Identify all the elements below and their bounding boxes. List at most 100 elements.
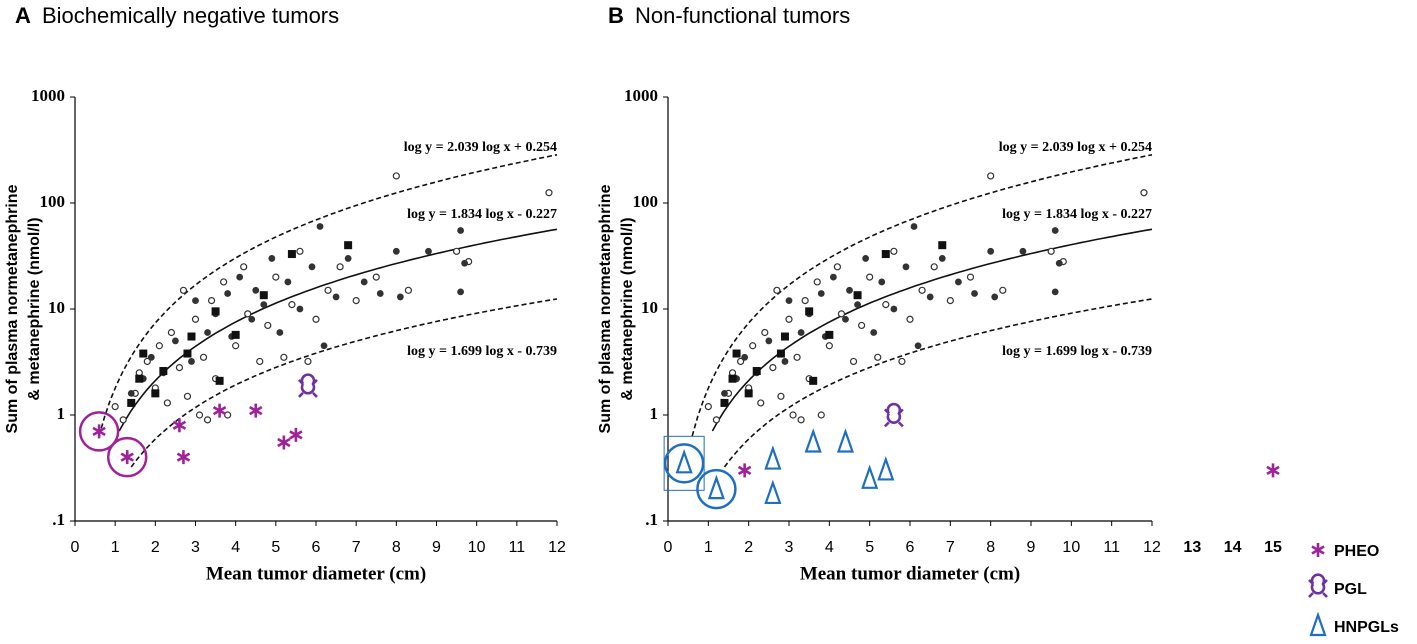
point [240, 263, 248, 271]
legend-label: PGL [1334, 581, 1367, 598]
point [236, 273, 244, 281]
point [805, 307, 814, 316]
point [304, 357, 312, 366]
fit-line [98, 154, 558, 437]
fit-line [130, 298, 558, 468]
point [312, 315, 320, 323]
y-tick-label: 10 [641, 298, 658, 317]
point [167, 328, 175, 337]
fit-line [118, 228, 558, 432]
point [452, 247, 461, 255]
highlight-circle [696, 468, 737, 510]
fit-line [691, 154, 1153, 437]
point [276, 329, 284, 336]
point [749, 342, 757, 350]
point [211, 307, 220, 316]
x-tick-label: 0 [71, 539, 80, 556]
point [870, 329, 878, 336]
point [761, 328, 769, 337]
point [793, 353, 801, 361]
point [720, 398, 729, 407]
point [773, 286, 781, 294]
point [764, 445, 782, 470]
point [1051, 227, 1059, 234]
fit-label: log y = 1.834 log x - 0.227 [407, 207, 557, 222]
legend-marker [1309, 611, 1327, 637]
point [987, 172, 995, 180]
point [175, 364, 184, 372]
point [256, 357, 264, 366]
point [1266, 463, 1280, 478]
point [192, 297, 199, 305]
point [881, 250, 890, 259]
highlight-box [663, 435, 705, 491]
point [195, 411, 204, 419]
point [764, 479, 782, 505]
point [890, 247, 898, 255]
fit-label: log y = 2.039 log x + 0.254 [999, 140, 1152, 155]
point [769, 364, 777, 372]
x-tick-label: 9 [432, 539, 441, 556]
point [797, 329, 805, 336]
point [882, 301, 890, 309]
point [376, 290, 384, 297]
point [163, 399, 171, 407]
point [757, 399, 765, 407]
point [220, 278, 228, 286]
x-tick-label: 4 [825, 539, 834, 556]
fit-line [711, 228, 1153, 432]
point [120, 450, 134, 465]
point [946, 297, 954, 305]
point [316, 223, 324, 230]
point [260, 301, 268, 309]
point [277, 435, 291, 450]
fit-label: log y = 1.699 log x - 0.739 [1002, 344, 1152, 359]
x-tick-label: 6 [906, 539, 915, 556]
x-tick-label: 11 [1103, 539, 1120, 556]
point [296, 247, 304, 255]
point [866, 273, 874, 281]
point [898, 357, 906, 366]
point [842, 315, 849, 323]
fit-line [723, 298, 1153, 468]
x-tick-label: 11 [509, 539, 526, 556]
point [744, 389, 753, 398]
point [776, 349, 785, 358]
x-tick-label: 9 [1027, 539, 1036, 556]
point [298, 373, 318, 398]
point [207, 297, 216, 305]
point [332, 293, 340, 301]
point [846, 286, 853, 294]
point [215, 376, 224, 385]
x-tick-label: 12 [548, 539, 566, 556]
legend-label: HNPGLs [1334, 619, 1399, 636]
point [1140, 189, 1148, 197]
point [248, 315, 256, 323]
point [392, 247, 400, 255]
legend-marker [1311, 543, 1325, 557]
point [183, 392, 192, 400]
point [324, 286, 332, 294]
y-axis-label: Sum of plasma normetanephrine [4, 184, 21, 433]
point [224, 290, 232, 297]
point [883, 402, 904, 428]
point [906, 315, 914, 323]
point [396, 293, 404, 301]
point [1051, 288, 1059, 296]
point [813, 278, 821, 286]
point [111, 403, 119, 411]
point [212, 403, 227, 418]
point [159, 367, 168, 376]
y-tick-label: .1 [645, 510, 658, 529]
y-axis-label: & metanephrine (nmol/l) [26, 217, 43, 400]
x-tick-label: 2 [151, 539, 160, 556]
x-tick-label: 10 [468, 539, 486, 556]
point [890, 305, 898, 313]
point [392, 172, 400, 180]
chart-title: Non-functional tumors [635, 3, 850, 28]
point [829, 273, 837, 281]
y-tick-label: 1 [57, 404, 66, 423]
point [372, 273, 380, 281]
y-tick-label: 1000 [624, 86, 658, 105]
point [203, 416, 212, 424]
